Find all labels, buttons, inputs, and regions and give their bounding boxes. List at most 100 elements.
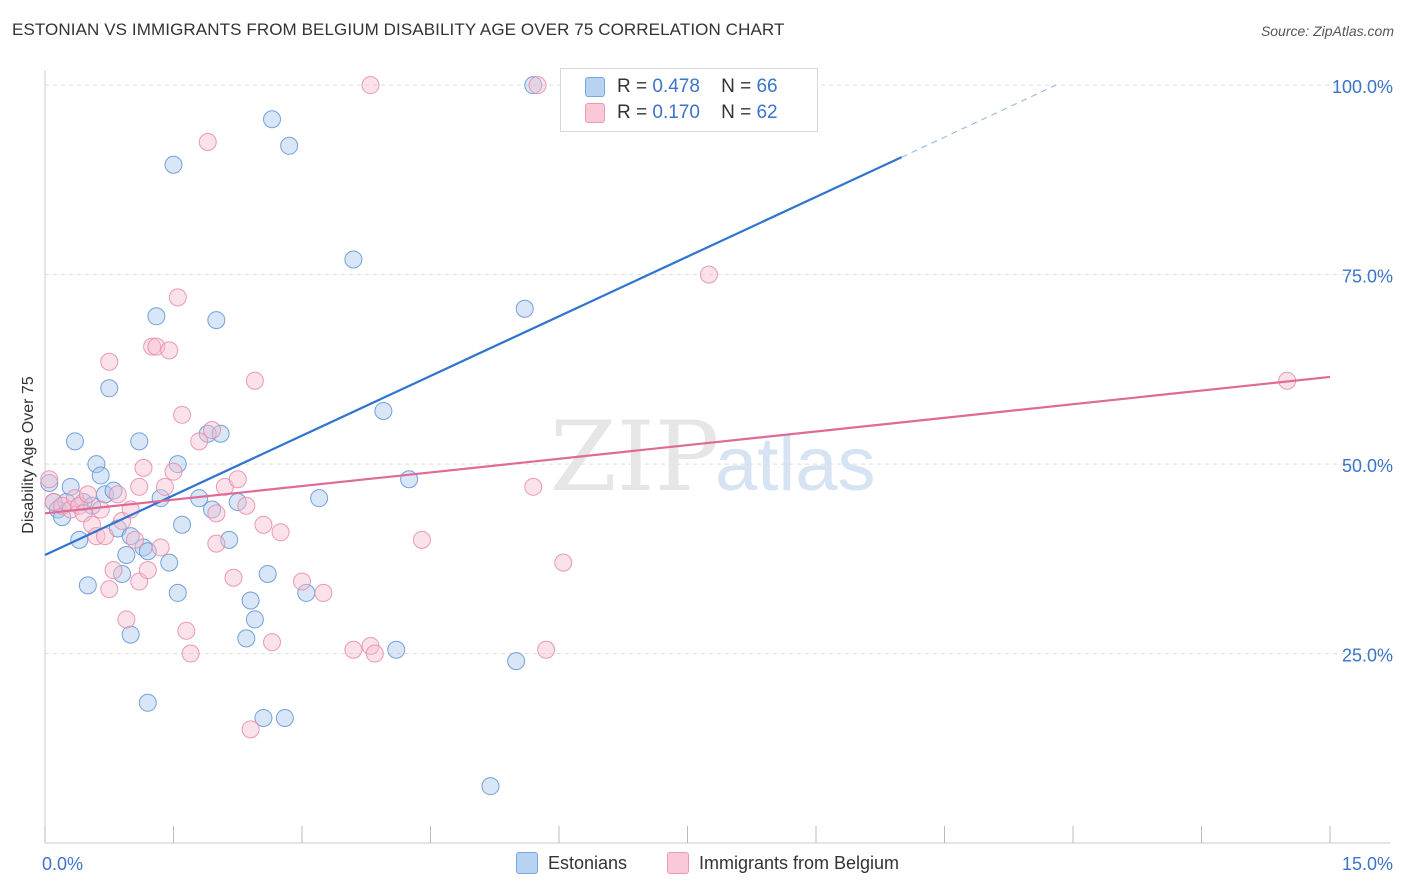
estonian-point [310,489,329,508]
estonian-point [164,155,183,174]
legend-swatch-blue [585,77,605,97]
belgium-point [554,553,573,572]
legend-r-label: R = [617,76,648,97]
estonian-point [507,652,526,671]
legend-n-value: 66 [756,76,778,97]
grid-layer [45,84,1390,655]
belgium-point [224,568,243,587]
belgium-point [44,492,63,511]
estonian-point [524,76,543,95]
bottom-legend-swatch-blue [516,852,538,874]
x-tick-label: 0.0% [42,854,83,874]
watermark: ZIP atlas [550,401,876,513]
correlation-legend: R = 0.478 N = 66 R = 0.170 N = 62 [560,68,818,132]
belgium-point [203,420,222,439]
bottom-legend-belgium: Immigrants from Belgium [667,852,899,874]
y-axis-label: Disability Age Over 75 [20,376,37,534]
y-tick-label: 75.0% [1342,267,1393,287]
axis-layer: 25.0% 50.0% 75.0% 100.0% 0.0% 15.0% [42,70,1393,874]
estonian-point [245,610,264,629]
belgium-point [254,515,273,534]
belgium-point [228,470,247,489]
belgium-point [412,530,431,549]
legend-n-label: N = [721,102,752,123]
x-tick-label: 15.0% [1342,854,1393,874]
estonian-point [117,546,136,565]
belgium-point [241,720,260,739]
belgium-point [271,523,290,542]
estonian-point [280,136,299,155]
belgium-point [361,76,380,95]
belgium-point [108,485,127,504]
legend-r-label: R = [617,102,648,123]
belgium-point [134,458,153,477]
belgium-point [100,352,119,371]
y-tick-label: 25.0% [1342,646,1393,666]
estonian-point [237,629,256,648]
belgium-point [173,405,192,424]
estonian-trend-line [44,156,903,557]
belgium-point [524,477,543,496]
estonian-trend-extension [901,84,1057,158]
estonian-point [40,474,59,493]
estonian-point [263,110,282,129]
chart-title: ESTONIAN VS IMMIGRANTS FROM BELGIUM DISA… [12,20,785,39]
estonian-point [241,591,260,610]
estonian-point [61,477,80,496]
estonian-point [515,299,534,318]
belgium-point [245,371,264,390]
belgium-trend-line [44,375,1331,515]
watermark-atlas: atlas [715,422,876,507]
belgium-point [155,477,174,496]
points-layer [40,76,1297,796]
estonian-point [258,564,277,583]
belgium-point [168,288,187,307]
estonian-point [275,708,294,727]
belgium-point [130,477,149,496]
belgium-point [198,132,217,151]
estonian-point [91,466,110,485]
bottom-legend-label: Estonians [548,852,628,873]
chart-source: Source: ZipAtlas.com [1260,23,1394,39]
estonian-point [160,553,179,572]
belgium-point [151,538,170,557]
legend-r-value: 0.478 [652,76,700,97]
belgium-point [207,534,226,553]
estonian-point [168,583,187,602]
estonian-point [78,576,97,595]
estonian-point [344,250,363,269]
belgium-point [263,633,282,652]
belgium-point [314,583,333,602]
belgium-point [40,470,59,489]
belgium-point [190,432,209,451]
estonian-point [65,432,84,451]
estonian-point [481,777,500,796]
estonian-point [173,515,192,534]
trend-layer [44,84,1331,557]
bottom-legend-estonians: Estonians [516,852,627,874]
legend-r-value: 0.170 [652,102,700,123]
estonian-point [147,307,166,326]
belgium-point [78,485,97,504]
y-tick-label: 50.0% [1342,456,1393,476]
y-tick-label: 100.0% [1332,77,1393,97]
bottom-legend-label: Immigrants from Belgium [699,852,900,873]
belgium-point [293,572,311,591]
belgium-point [537,640,556,659]
belgium-point [177,621,196,640]
estonian-point [374,402,393,421]
estonian-point [207,311,226,330]
bottom-legend-swatch-pink [667,852,689,874]
legend-n-label: N = [721,76,752,97]
belgium-point [138,561,157,580]
estonian-point [254,708,273,727]
belgium-point [125,530,144,549]
estonian-point [130,432,149,451]
belgium-point [100,580,119,599]
belgium-point [164,462,183,481]
belgium-point [207,504,226,523]
belgium-point [699,265,718,284]
estonian-point [211,424,230,443]
estonian-point [87,455,106,474]
belgium-point [181,644,200,663]
